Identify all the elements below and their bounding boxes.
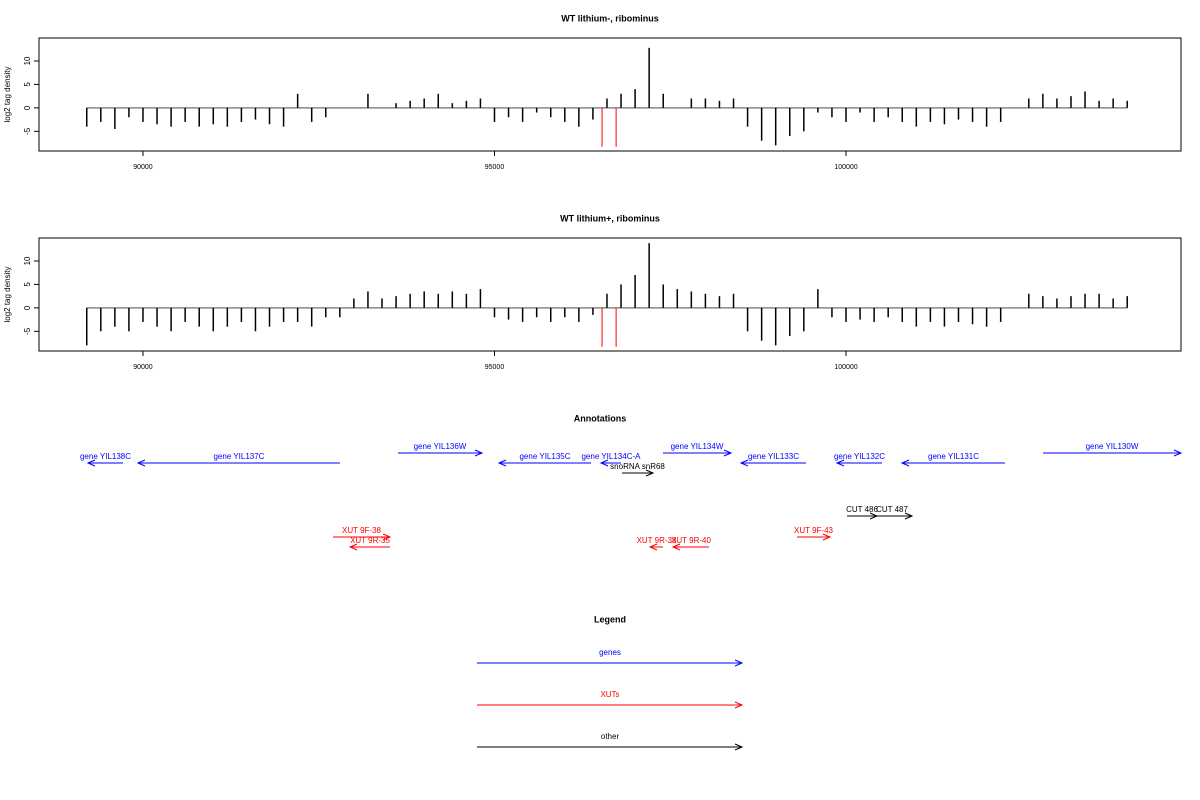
x-tick-label: 95000 [485, 164, 505, 171]
x-tick-label: 90000 [133, 164, 153, 171]
y-tick-label: 10 [23, 56, 32, 65]
feature-arrow [835, 459, 883, 467]
y-axis-label: log2 tag density [3, 266, 12, 322]
feature-arrow [497, 459, 592, 467]
plot-frame [38, 37, 1182, 152]
legend-label: genes [599, 648, 621, 657]
y-tick-label: -5 [23, 327, 32, 335]
feature-arrow [872, 512, 914, 520]
feature-label: gene YIL138C [80, 452, 131, 461]
feature-label: CUT 487 [876, 505, 908, 514]
feature-arrow [136, 459, 340, 467]
y-tick-label: 5 [23, 282, 32, 287]
panel-title: WT lithium+, ribominus [560, 213, 660, 223]
y-tick-label: 0 [23, 305, 32, 310]
y-axis-label: log2 tag density [3, 66, 12, 122]
feature-label: gene YIL131C [928, 452, 979, 461]
plot-frame [38, 237, 1182, 352]
feature-label: CUT 486 [846, 505, 878, 514]
feature-label: snoRNA snR68 [610, 462, 665, 471]
y-tick-label: -5 [23, 127, 32, 135]
feature-label: gene YIL137C [213, 452, 264, 461]
feature-arrow [397, 449, 484, 457]
feature-label: XUT 9F-38 [342, 526, 382, 535]
feature-arrow [622, 469, 655, 477]
feature-label: gene YIL135C [519, 452, 570, 461]
feature-arrow [1043, 449, 1183, 457]
feature-label: XUT 9R-40 [671, 536, 711, 545]
y-tick-label: 0 [23, 105, 32, 110]
feature-arrow [663, 449, 733, 457]
legend-arrow [477, 743, 744, 751]
feature-label: gene YIL134C-A [581, 452, 641, 461]
feature-label: XUT 9F-43 [794, 526, 834, 535]
legend-title: Legend [594, 614, 626, 624]
panel-title: Annotations [574, 413, 627, 423]
x-tick-label: 100000 [834, 164, 857, 171]
feature-arrow [739, 459, 807, 467]
feature-label: gene YIL130W [1086, 442, 1139, 451]
x-tick-label: 100000 [834, 364, 857, 371]
feature-arrow [648, 543, 664, 551]
feature-arrow [797, 533, 832, 541]
y-tick-label: 5 [23, 82, 32, 87]
feature-label: XUT 9R-38 [637, 536, 677, 545]
feature-label: gene YIL134W [671, 442, 724, 451]
feature-label: gene YIL132C [834, 452, 885, 461]
feature-arrow [86, 459, 124, 467]
feature-arrow [333, 533, 392, 541]
panel-title: WT lithium-, ribominus [561, 13, 659, 23]
feature-arrow [348, 543, 391, 551]
x-tick-label: 95000 [485, 364, 505, 371]
feature-label: gene YIL133C [748, 452, 799, 461]
y-tick-label: 10 [23, 256, 32, 265]
legend-label: XUTs [600, 690, 619, 699]
legend-arrow [477, 659, 744, 667]
feature-label: XUT 9R-35 [350, 536, 390, 545]
feature-arrow [900, 459, 1006, 467]
legend-label: other [601, 732, 620, 741]
legend-arrow [477, 701, 744, 709]
feature-label: gene YIL136W [414, 442, 467, 451]
x-tick-label: 90000 [133, 364, 153, 371]
feature-arrow [671, 543, 709, 551]
feature-arrow [599, 459, 621, 467]
